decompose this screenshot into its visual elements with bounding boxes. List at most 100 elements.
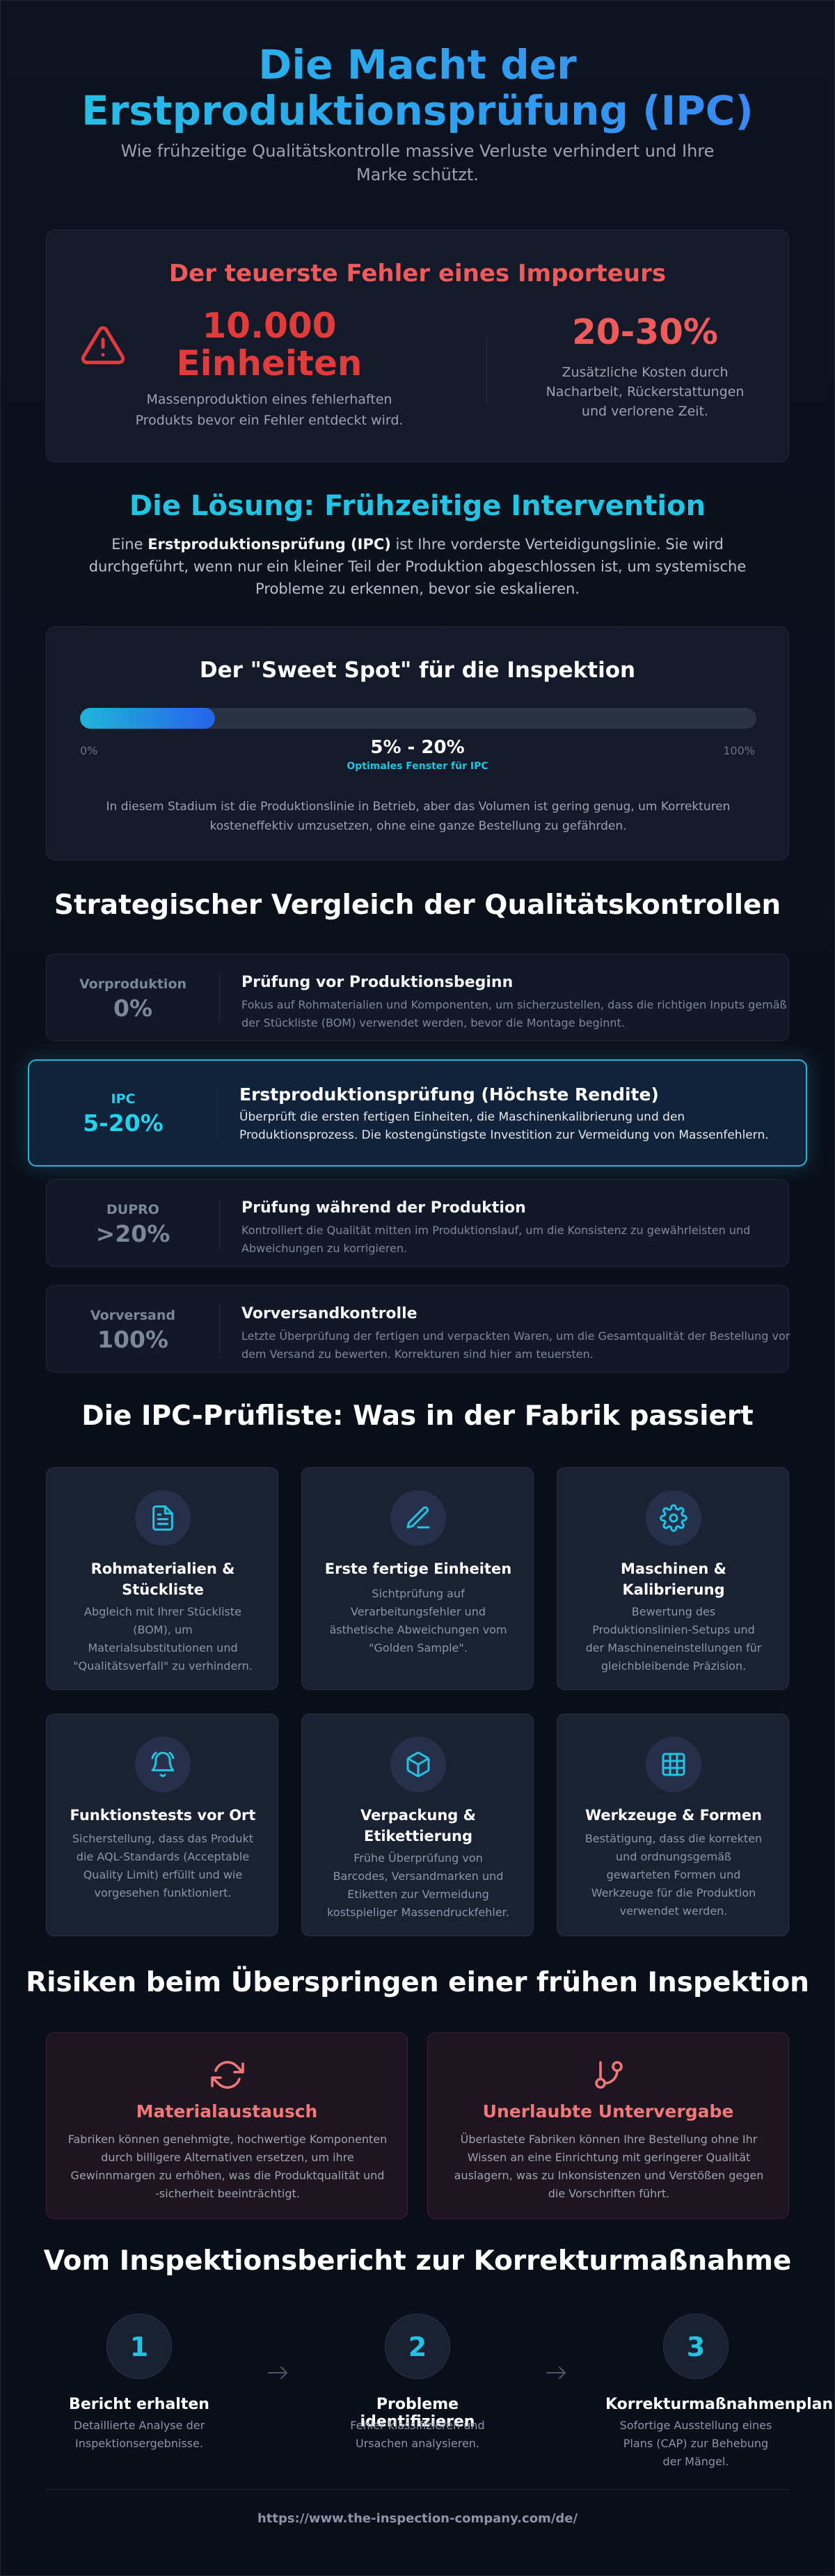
stat-divider — [486, 335, 487, 404]
tile-icon-circle — [646, 1737, 701, 1792]
phase-label: DUPRO — [106, 1202, 159, 1217]
phase-cell: DUPRO >20% — [47, 1202, 219, 1247]
phase-value: >20% — [95, 1220, 170, 1247]
branch-icon — [595, 2061, 623, 2089]
phase-cell: IPC 5-20% — [29, 1091, 217, 1137]
page-title: Die Macht der Erstproduktionsprüfung (IP… — [0, 42, 835, 134]
row-title: Prüfung während der Produktion — [241, 1199, 526, 1217]
risk-desc: Überlastete Fabriken können Ihre Bestell… — [454, 2133, 764, 2200]
risk-title: Unerlaubte Untervergabe — [482, 2101, 734, 2121]
step-title: Korrekturmaßnahmenplan — [605, 2396, 834, 2413]
phase-value: 5-20% — [83, 1109, 164, 1137]
phase-label: IPC — [111, 1091, 136, 1107]
step-title: Bericht erhalten — [69, 2396, 209, 2413]
step-title: Probleme identifizieren — [360, 2396, 475, 2431]
tile-desc: Sicherstellung, dass das Produkt die AQL… — [72, 1832, 254, 1899]
flow-title: Vom Inspektionsbericht zur Korrekturmaßn… — [43, 2245, 792, 2277]
cost-stat-desc: Zusätzliche Kosten durch Nacharbeit, Rüc… — [546, 365, 745, 419]
units-stat-desc: Massenproduktion eines fehlerhaften Prod… — [135, 392, 404, 428]
tile-title: Werkzeuge & Formen — [585, 1807, 762, 1824]
tile-title: Maschinen & Kalibrierung — [621, 1560, 726, 1598]
sweet-spot-title: Der "Sweet Spot" für die Inspektion — [199, 658, 636, 683]
row-desc: Letzte Überprüfung der fertigen und verp… — [241, 1329, 790, 1361]
solution-text-suffix: ist Ihre vorderste Verteidigungslinie. S… — [88, 536, 747, 597]
tile-title: Rohmaterialien & Stückliste — [90, 1560, 235, 1598]
tile-title: Verpackung & Etikettierung — [360, 1807, 476, 1844]
footer-link[interactable]: https://www.the-inspection-company.com/d… — [257, 2511, 578, 2526]
sweet-spot-window-label: Optimales Fenster für IPC — [347, 761, 488, 772]
arrow-right-icon — [546, 2366, 566, 2379]
bell-icon — [151, 1751, 175, 1778]
solution-text-bold: Erstproduktionsprüfung (IPC) — [148, 536, 391, 553]
tile-icon-circle — [646, 1490, 701, 1546]
step-number: 1 — [106, 2314, 172, 2379]
checklist-title: Die IPC-Prüfliste: Was in der Fabrik pas… — [81, 1400, 754, 1432]
tile-desc: Abgleich mit Ihrer Stückliste (BOM), um … — [73, 1605, 253, 1673]
tile-title: Funktionstests vor Ort — [70, 1807, 256, 1824]
phase-cell: Vorproduktion 0% — [47, 977, 219, 1022]
footer-divider — [46, 2489, 789, 2490]
document-icon — [152, 1505, 173, 1531]
bar-min-label: 0% — [80, 744, 98, 757]
refresh-icon — [211, 2061, 244, 2089]
cost-stat-value: 20-30% — [571, 312, 718, 352]
risk-card-subcontracting: Unerlaubte Untervergabe Überlastete Fabr… — [427, 2032, 789, 2219]
bar-max-label: 100% — [723, 744, 755, 757]
row-divider — [217, 1089, 218, 1137]
phase-value: 100% — [97, 1326, 168, 1353]
row-desc: Fokus auf Rohmaterialien und Komponenten… — [241, 998, 787, 1029]
sweet-spot-desc: In diesem Stadium ist die Produktionslin… — [106, 800, 731, 833]
checklist-tile-function-tests: Funktionstests vor Ort Sicherstellung, d… — [46, 1714, 278, 1936]
comparison-row-dupro: DUPRO >20% Prüfung während der Produktio… — [46, 1179, 789, 1267]
tile-icon-circle — [390, 1737, 446, 1792]
costly-mistake-card: Der teuerste Fehler eines Importeurs 10.… — [46, 230, 789, 462]
row-desc: Überprüft die ersten fertigen Einheiten,… — [239, 1110, 769, 1142]
sweet-spot-range: 5% - 20% — [370, 737, 465, 758]
sweet-spot-bar — [80, 708, 756, 729]
tile-title: Erste fertige Einheiten — [324, 1560, 512, 1577]
pencil-icon — [406, 1506, 430, 1528]
checklist-tile-first-units: Erste fertige Einheiten Sichtprüfung auf… — [301, 1467, 534, 1690]
comparison-row-preshipment: Vorversand 100% Vorversandkontrolle Letz… — [46, 1285, 790, 1373]
row-title: Prüfung vor Produktionsbeginn — [241, 974, 514, 991]
checklist-tile-packaging: Verpackung & Etikettierung Frühe Überprü… — [301, 1714, 534, 1936]
risk-title: Materialaustausch — [136, 2101, 318, 2121]
risk-desc: Fabriken können genehmigte, hochwertige … — [67, 2133, 388, 2200]
title-line-1: Die Macht der — [258, 41, 577, 88]
row-title: Erstproduktionsprüfung (Höchste Rendite) — [239, 1084, 659, 1105]
tile-desc: Sichtprüfung auf Verarbeitungsfehler und… — [329, 1587, 507, 1654]
grid-icon — [662, 1753, 685, 1776]
tile-desc: Frühe Überprüfung von Barcodes, Versandm… — [327, 1851, 509, 1919]
row-divider — [219, 1305, 220, 1354]
arrow-right-icon — [268, 2366, 287, 2379]
checklist-tile-tools: Werkzeuge & Formen Bestätigung, dass die… — [557, 1714, 789, 1936]
solution-title: Die Lösung: Frühzeitige Intervention — [129, 490, 706, 522]
comparison-row-ipc: IPC 5-20% Erstproduktionsprüfung (Höchst… — [28, 1059, 807, 1167]
costly-mistake-title: Der teuerste Fehler eines Importeurs — [168, 260, 667, 287]
phase-label: Vorproduktion — [79, 977, 187, 992]
phase-label: Vorversand — [90, 1308, 175, 1323]
tile-icon-circle — [390, 1490, 446, 1546]
warning-triangle-icon — [81, 326, 125, 365]
row-title: Vorversandkontrolle — [241, 1305, 418, 1322]
row-divider — [219, 1199, 220, 1248]
solution-text: Eine Erstproduktionsprüfung (IPC) ist Ih… — [70, 533, 765, 600]
box-icon — [406, 1751, 430, 1778]
tile-icon-circle — [135, 1737, 191, 1792]
row-divider — [219, 974, 220, 1022]
step-desc: Fehler klassifizieren und Ursachen analy… — [350, 2419, 485, 2450]
comparison-row-preproduction: Vorproduktion 0% Prüfung vor Produktions… — [46, 954, 789, 1041]
solution-text-prefix: Eine — [111, 536, 148, 553]
risk-card-material-swap: Materialaustausch Fabriken können genehm… — [46, 2032, 408, 2219]
step-number: 3 — [663, 2314, 729, 2379]
step-number: 2 — [385, 2314, 450, 2379]
title-line-2: Erstproduktionsprüfung (IPC) — [81, 87, 754, 134]
row-desc: Kontrolliert die Qualität mitten im Prod… — [241, 1224, 751, 1255]
checklist-tile-materials: Rohmaterialien & Stückliste Abgleich mit… — [46, 1467, 278, 1690]
tile-icon-circle — [135, 1490, 191, 1546]
tile-desc: Bestätigung, dass die korrekten und ordn… — [584, 1832, 763, 1918]
page-subtitle: Wie frühzeitige Qualitätskontrolle massi… — [120, 141, 715, 184]
risks-title: Risiken beim Überspringen einer frühen I… — [26, 1967, 809, 1998]
sweet-spot-bar-fill — [80, 708, 216, 729]
step-desc: Sofortige Ausstellung eines Plans (CAP) … — [619, 2419, 772, 2468]
